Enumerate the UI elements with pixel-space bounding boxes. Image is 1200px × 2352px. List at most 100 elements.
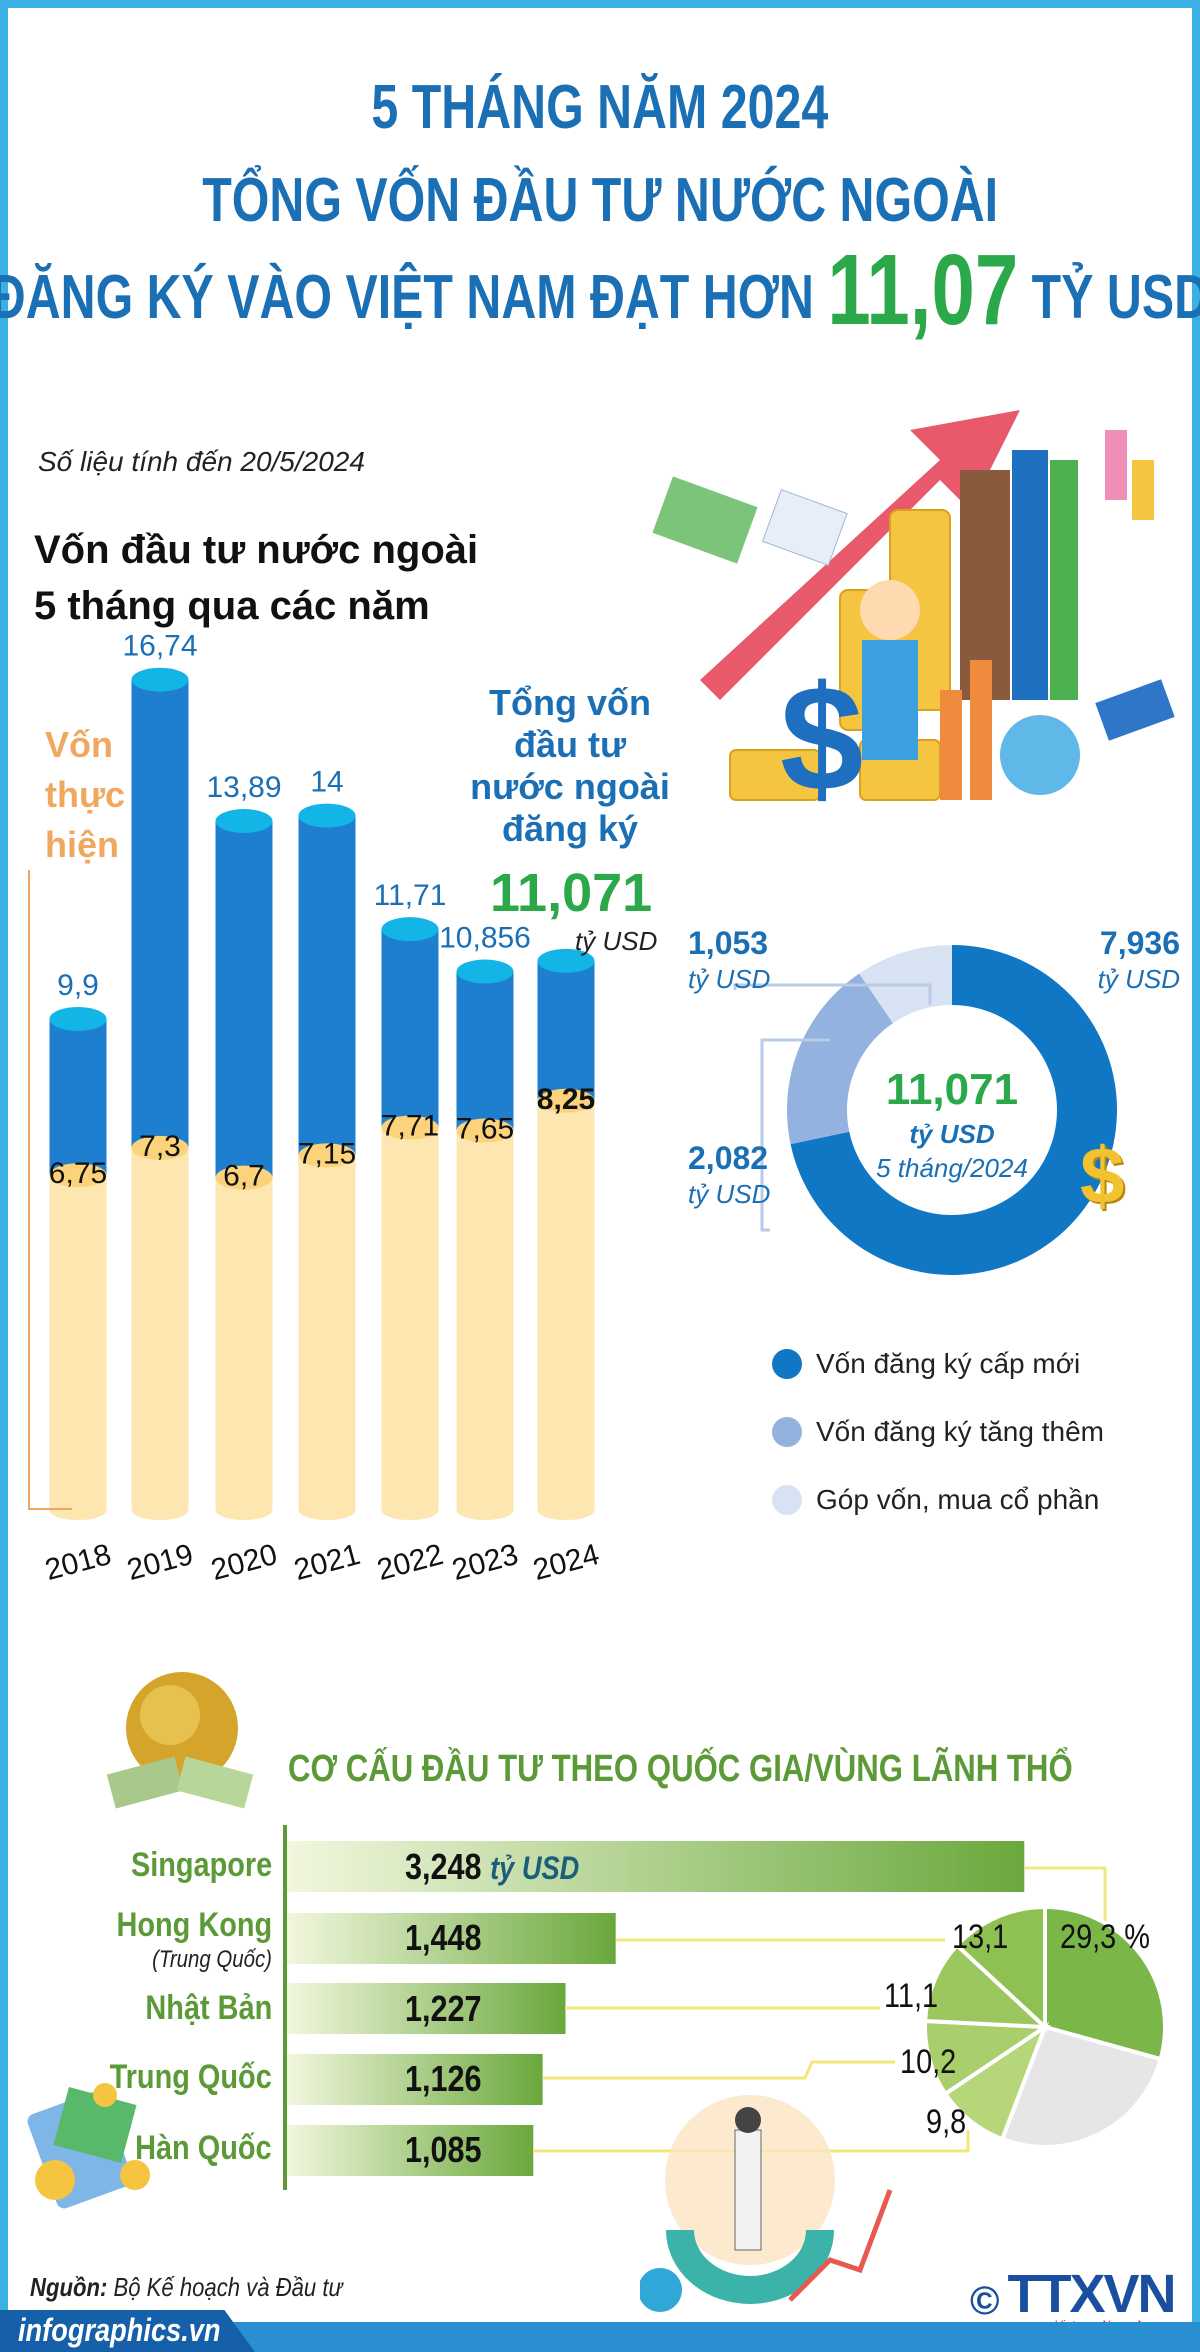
total-bar-cap xyxy=(131,667,189,692)
source-note: Nguồn: Bộ Kế hoạch và Đầu tư xyxy=(30,2272,343,2302)
pie-label-korea: 9,8 xyxy=(926,2103,967,2141)
bar-base xyxy=(131,1500,189,1520)
pie-label-china: 10,2 xyxy=(900,2043,957,2081)
realized-value-label: 7,71 xyxy=(381,1110,439,1143)
bar-base xyxy=(381,1500,439,1520)
value-china: 1,126 xyxy=(405,2058,482,2099)
data-note: Số liệu tính đến 20/5/2024 xyxy=(38,446,365,477)
person-icon xyxy=(862,640,918,760)
value-singapore: 3,248 tỷ USD xyxy=(405,1846,580,1887)
legend-swatch xyxy=(772,1349,802,1379)
bar-base xyxy=(537,1500,595,1520)
section1-title: Vốn đầu tư nước ngoài 5 tháng qua các nă… xyxy=(34,522,478,634)
realized-bar xyxy=(537,1100,595,1510)
person-icon xyxy=(860,580,920,640)
leader-line xyxy=(543,2060,895,2080)
total-value-label: 11,71 xyxy=(374,879,447,912)
country-section-title: CƠ CẤU ĐẦU TƯ THEO QUỐC GIA/VÙNG LÃNH TH… xyxy=(288,1748,1073,1790)
cash-icon xyxy=(652,476,758,564)
calculator-icon xyxy=(761,489,848,566)
pie-slice-hongkong xyxy=(954,1904,1047,2032)
total-value-label: 9,9 xyxy=(57,969,99,1002)
bar-base xyxy=(215,1500,273,1520)
pie-label-japan: 11,1 xyxy=(884,1977,939,2015)
book-icon xyxy=(1012,450,1048,700)
realized-bar-cap xyxy=(131,1135,189,1160)
realized-bar-cap xyxy=(456,1118,514,1143)
capital-structure-donut xyxy=(733,945,1117,1275)
total-bar-cap xyxy=(298,803,356,828)
legend-item-equity: Góp vốn, mua cổ phần xyxy=(772,1484,1099,1516)
site-link[interactable]: infographics.vn xyxy=(18,2312,221,2348)
realized-bar-cap xyxy=(381,1115,439,1140)
country-label-japan: Nhật Bản xyxy=(145,1989,272,2027)
total-registered-label: Tổng vốn đầu tư nước ngoài đăng ký xyxy=(470,682,670,849)
country-bar xyxy=(287,1841,1025,1892)
bar-base xyxy=(49,1500,107,1520)
bar-icon xyxy=(970,660,992,800)
donut-center-value: 11,071 xyxy=(885,1065,1019,1114)
bar-icon xyxy=(1105,430,1127,500)
title-suffix: TỶ USD xyxy=(1031,263,1200,332)
pie-label-singapore: 29,3 % xyxy=(1060,1918,1150,1956)
country-label-korea: Hàn Quốc xyxy=(135,2129,272,2167)
realized-value-label: 6,75 xyxy=(49,1157,107,1190)
pie-slice-other xyxy=(999,2024,1164,2149)
legend-swatch xyxy=(772,1417,802,1447)
value-korea: 1,085 xyxy=(405,2129,482,2170)
section1-title-line2: 5 tháng qua các năm xyxy=(34,584,430,628)
pie-slice-singapore xyxy=(1043,1904,1167,2062)
value-japan: 1,227 xyxy=(405,1988,482,2029)
realized-bar-cap xyxy=(298,1143,356,1168)
leader-line xyxy=(733,983,932,1005)
section1-title-line1: Vốn đầu tư nước ngoài xyxy=(34,528,479,572)
total-value-label: 10,856 xyxy=(439,922,531,955)
analytics-illustration xyxy=(640,2095,893,2312)
leader-line xyxy=(760,1038,830,1232)
title-value: 11,07 xyxy=(827,234,1019,346)
title-line-3: ĐĂNG KÝ VÀO VIỆT NAM ĐẠT HƠN 11,07 TỶ US… xyxy=(0,240,1200,348)
legend-item-new: Vốn đăng ký cấp mới xyxy=(772,1348,1080,1380)
total-value-label: 16,74 xyxy=(122,630,197,663)
country-axis-line xyxy=(283,1825,287,2190)
bar-icon xyxy=(1132,460,1154,520)
total-bar-cap xyxy=(49,1006,107,1031)
country-bar xyxy=(287,1913,616,1964)
country-bar xyxy=(287,2054,543,2105)
dollar-coin-icon: $ xyxy=(1080,1131,1125,1220)
realized-bar xyxy=(131,1147,189,1510)
bar-icon xyxy=(940,690,962,800)
realized-value-label: 7,65 xyxy=(456,1113,514,1146)
realized-bar xyxy=(456,1130,514,1510)
realized-capital-label: Vốn thực hiện xyxy=(45,724,126,865)
title-prefix: ĐĂNG KÝ VÀO VIỆT NAM ĐẠT HƠN xyxy=(0,263,814,332)
legend-swatch xyxy=(772,1485,802,1515)
total-bar-cap xyxy=(381,917,439,942)
ttxvn-logo: © TTXVNVietnam News Agency xyxy=(970,2264,1177,2332)
realized-value-label: 7,15 xyxy=(298,1137,356,1170)
legend-item-additional: Vốn đăng ký tăng thêm xyxy=(772,1416,1104,1448)
realized-bracket xyxy=(28,870,72,1510)
leader-line xyxy=(1025,1866,1107,1925)
total-registered-value: 11,071 xyxy=(490,863,653,923)
realized-bar xyxy=(381,1127,439,1510)
title-line-2: TỔNG VỐN ĐẦU TƯ NƯỚC NGOÀI xyxy=(202,166,998,235)
donut-label-equity: 1,053 tỷ USD xyxy=(688,925,771,994)
donut-center-period: 5 tháng/2024 xyxy=(876,1153,1028,1183)
realized-bar xyxy=(215,1177,273,1510)
donut-label-additional: 2,082 tỷ USD xyxy=(688,1140,771,1209)
donut-slice xyxy=(790,945,1117,1275)
total-bar-cap xyxy=(215,809,273,834)
total-registered-unit: tỷ USD xyxy=(575,926,658,956)
realized-bar xyxy=(49,1175,107,1510)
realized-bar-cap xyxy=(49,1163,107,1188)
title-line-1: 5 THÁNG NĂM 2024 xyxy=(371,73,829,142)
growth-arrow-icon xyxy=(700,410,1020,700)
realized-value-label: 6,7 xyxy=(223,1160,265,1193)
fdi-by-year-chart: 9,96,75201816,747,3201913,896,72020147,1… xyxy=(42,630,603,1587)
country-label-singapore: Singapore xyxy=(130,1846,272,1884)
country-label-china: Trung Quốc xyxy=(109,2058,272,2096)
book-icon xyxy=(1050,460,1078,700)
value-hongkong: 1,448 xyxy=(405,1917,482,1958)
realized-bar xyxy=(298,1155,356,1510)
